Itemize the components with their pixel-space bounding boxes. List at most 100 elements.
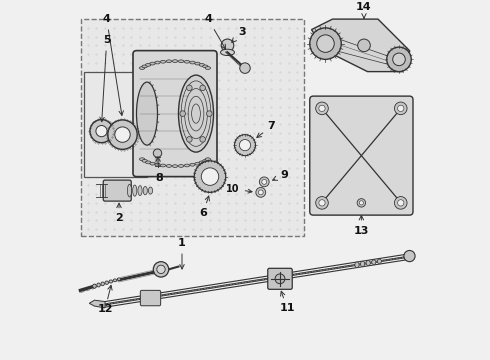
FancyBboxPatch shape: [268, 268, 292, 289]
Text: 14: 14: [356, 2, 372, 18]
Bar: [84, 72, 147, 177]
Text: 4: 4: [103, 14, 123, 116]
Text: 13: 13: [354, 216, 369, 235]
Circle shape: [187, 85, 192, 91]
Circle shape: [397, 105, 404, 112]
Circle shape: [180, 111, 186, 116]
Circle shape: [317, 35, 334, 52]
Text: 11: 11: [279, 291, 295, 313]
FancyBboxPatch shape: [310, 96, 413, 215]
Circle shape: [201, 168, 219, 185]
Polygon shape: [89, 300, 105, 308]
Circle shape: [259, 177, 269, 187]
Circle shape: [392, 53, 405, 66]
Ellipse shape: [146, 161, 151, 164]
Ellipse shape: [143, 186, 147, 195]
Ellipse shape: [109, 280, 113, 283]
Ellipse shape: [172, 165, 178, 167]
Text: 5: 5: [100, 35, 111, 122]
Polygon shape: [312, 19, 410, 72]
Circle shape: [200, 85, 205, 91]
Ellipse shape: [113, 279, 117, 282]
Ellipse shape: [178, 60, 184, 63]
FancyBboxPatch shape: [140, 291, 161, 306]
Circle shape: [394, 102, 407, 115]
Circle shape: [387, 47, 411, 72]
Circle shape: [359, 201, 364, 205]
Circle shape: [319, 200, 325, 206]
Ellipse shape: [155, 61, 160, 64]
Ellipse shape: [355, 262, 359, 267]
Ellipse shape: [93, 284, 96, 288]
Text: 9: 9: [272, 170, 288, 180]
Circle shape: [275, 274, 285, 284]
Ellipse shape: [137, 82, 157, 145]
Text: 10: 10: [226, 184, 252, 194]
Text: 7: 7: [257, 121, 275, 138]
Circle shape: [316, 102, 328, 115]
Ellipse shape: [127, 184, 132, 197]
Circle shape: [187, 136, 192, 142]
Ellipse shape: [146, 63, 151, 66]
Ellipse shape: [155, 163, 160, 166]
Ellipse shape: [140, 158, 145, 161]
Ellipse shape: [178, 165, 184, 167]
Ellipse shape: [361, 261, 365, 266]
Ellipse shape: [160, 164, 166, 167]
Circle shape: [115, 127, 130, 142]
Ellipse shape: [133, 185, 137, 196]
Ellipse shape: [97, 283, 100, 287]
Circle shape: [310, 28, 341, 59]
Ellipse shape: [205, 158, 211, 161]
Ellipse shape: [101, 282, 104, 285]
Ellipse shape: [199, 161, 204, 164]
Ellipse shape: [377, 259, 382, 264]
Ellipse shape: [150, 162, 155, 165]
Circle shape: [206, 111, 212, 116]
Ellipse shape: [203, 65, 208, 68]
Circle shape: [194, 161, 226, 192]
Ellipse shape: [117, 278, 121, 280]
Circle shape: [96, 126, 107, 137]
FancyBboxPatch shape: [103, 180, 131, 201]
Ellipse shape: [178, 75, 214, 152]
FancyBboxPatch shape: [133, 51, 217, 177]
Ellipse shape: [366, 261, 370, 265]
Ellipse shape: [190, 163, 195, 166]
Circle shape: [90, 120, 113, 143]
Circle shape: [108, 120, 137, 149]
Text: 3: 3: [232, 27, 245, 42]
Ellipse shape: [142, 159, 147, 162]
Circle shape: [394, 197, 407, 209]
Ellipse shape: [203, 159, 208, 162]
Circle shape: [404, 251, 415, 262]
Text: 4: 4: [204, 14, 225, 49]
Circle shape: [256, 188, 266, 197]
Ellipse shape: [190, 61, 195, 64]
Circle shape: [240, 140, 250, 151]
Text: 6: 6: [199, 196, 209, 218]
Ellipse shape: [172, 60, 178, 63]
Ellipse shape: [166, 60, 172, 63]
Ellipse shape: [142, 65, 147, 68]
Text: 12: 12: [97, 285, 113, 314]
Text: 8: 8: [155, 157, 163, 183]
Text: 1: 1: [178, 238, 186, 269]
Ellipse shape: [166, 165, 172, 167]
Circle shape: [358, 39, 370, 52]
Ellipse shape: [105, 281, 108, 284]
Circle shape: [316, 197, 328, 209]
Circle shape: [240, 63, 250, 73]
Ellipse shape: [160, 60, 166, 63]
Circle shape: [235, 135, 255, 156]
Text: 2: 2: [115, 203, 123, 223]
Ellipse shape: [195, 62, 200, 65]
Circle shape: [200, 136, 205, 142]
Circle shape: [153, 262, 169, 277]
Ellipse shape: [195, 162, 200, 165]
Ellipse shape: [205, 67, 211, 69]
Ellipse shape: [150, 62, 155, 65]
Circle shape: [319, 105, 325, 112]
Circle shape: [397, 200, 404, 206]
Ellipse shape: [140, 67, 145, 69]
